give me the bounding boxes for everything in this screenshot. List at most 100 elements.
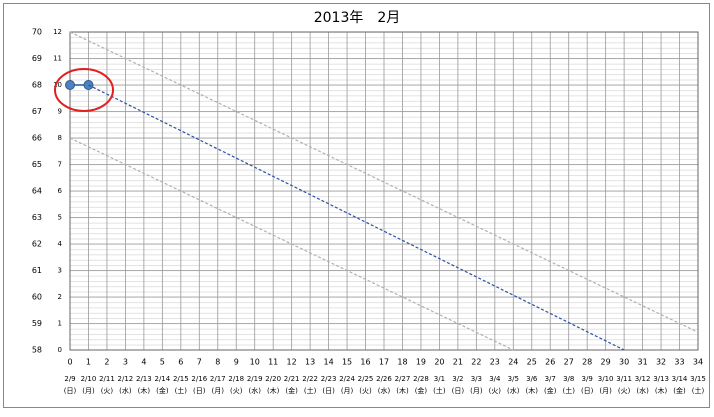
y2-tick-label: 2 [58, 293, 62, 301]
x-tick-label: 24 [508, 358, 518, 367]
date-label: 3/14 [672, 375, 688, 383]
date-label: 2/27 [395, 375, 411, 383]
date-label: 2/20 [265, 375, 281, 383]
date-label: 3/8 [563, 375, 574, 383]
x-tick-label: 29 [601, 358, 611, 367]
x-tick-label: 9 [234, 358, 239, 367]
weekday-label: (土) [175, 386, 188, 395]
x-tick-label: 33 [674, 358, 684, 367]
weekday-label: (金) [415, 386, 428, 395]
y2-tick-label: 3 [58, 267, 62, 275]
date-label: 3/12 [635, 375, 651, 383]
x-tick-label: 11 [268, 358, 278, 367]
y-tick-label: 58 [32, 346, 42, 355]
x-tick-label: 20 [434, 358, 444, 367]
weekday-label: (日) [193, 387, 206, 395]
y-tick-label: 68 [32, 81, 42, 90]
date-label: 3/7 [545, 375, 556, 383]
date-label: 2/24 [339, 375, 355, 383]
y-tick-label: 67 [32, 107, 42, 116]
y2-tick-label: 5 [58, 214, 62, 222]
date-label: 2/18 [228, 375, 244, 383]
y-tick-label: 60 [32, 293, 42, 302]
weekday-label: (火) [489, 387, 502, 395]
weekday-label: (月) [82, 387, 95, 395]
date-label: 3/9 [582, 375, 593, 383]
weekday-label: (火) [618, 387, 631, 395]
x-tick-label: 14 [323, 358, 333, 367]
x-tick-label: 15 [342, 358, 352, 367]
y2-tick-label: 9 [58, 108, 62, 116]
x-tick-label: 1 [86, 358, 91, 367]
y2-tick-label: 0 [58, 346, 62, 354]
x-tick-label: 13 [305, 358, 315, 367]
weekday-label: (月) [470, 387, 483, 395]
series-line [69, 31, 699, 333]
date-label: 3/1 [434, 375, 445, 383]
x-tick-label: 6 [178, 358, 183, 367]
x-tick-label: 4 [141, 358, 146, 367]
date-label: 3/13 [653, 375, 669, 383]
x-tick-label: 7 [197, 358, 202, 367]
weekday-label: (金) [285, 386, 298, 395]
weekday-label: (木) [526, 386, 539, 395]
weekday-label: (水) [119, 386, 132, 395]
x-tick-label: 27 [564, 358, 574, 367]
x-tick-label: 25 [527, 358, 537, 367]
date-label: 3/15 [690, 375, 706, 383]
date-label: 2/21 [284, 375, 300, 383]
x-tick-label: 34 [693, 358, 703, 367]
y2-tick-label: 10 [53, 81, 62, 89]
weekday-label: (木) [396, 386, 409, 395]
weekday-label: (日) [64, 387, 77, 395]
x-tick-label: 16 [360, 358, 370, 367]
date-label: 2/9 [64, 375, 75, 383]
weekday-label: (日) [322, 387, 335, 395]
y-tick-label: 63 [32, 213, 42, 222]
series-line [69, 137, 514, 351]
weekday-label: (火) [230, 387, 243, 395]
weekday-label: (水) [248, 386, 261, 395]
x-tick-label: 22 [471, 358, 481, 367]
weekday-label: (木) [138, 386, 151, 395]
date-label: 3/3 [471, 375, 482, 383]
weekday-label: (土) [562, 386, 575, 395]
weekday-label: (月) [599, 387, 612, 395]
date-label: 2/26 [376, 375, 392, 383]
weekday-label: (木) [655, 386, 668, 395]
x-tick-label: 28 [582, 358, 592, 367]
date-label: 2/11 [99, 375, 115, 383]
weekday-label: (月) [341, 387, 354, 395]
date-label: 3/10 [598, 375, 614, 383]
y-tick-label: 65 [32, 160, 42, 169]
y2-tick-label: 6 [58, 187, 63, 195]
weekday-label: (土) [304, 386, 317, 395]
y-tick-label: 59 [32, 319, 42, 328]
x-tick-label: 30 [619, 358, 629, 367]
weekday-label: (日) [452, 387, 465, 395]
data-point [65, 80, 75, 90]
x-tick-label: 5 [160, 358, 165, 367]
x-tick-label: 8 [215, 358, 220, 367]
weekday-label: (金) [673, 386, 686, 395]
y2-tick-label: 4 [58, 240, 63, 248]
weekday-label: (土) [692, 386, 705, 395]
date-label: 2/19 [247, 375, 263, 383]
date-label: 3/4 [489, 375, 501, 383]
y2-tick-label: 11 [53, 55, 62, 63]
date-label: 3/6 [526, 375, 538, 383]
x-tick-label: 2 [104, 358, 109, 367]
date-label: 3/5 [508, 375, 519, 383]
date-label: 2/23 [321, 375, 337, 383]
weekday-label: (水) [507, 386, 520, 395]
y2-tick-label: 12 [53, 28, 62, 36]
x-tick-label: 10 [250, 358, 260, 367]
weekday-label: (水) [636, 386, 649, 395]
weekday-label: (月) [212, 387, 225, 395]
chart-title: 2013年 2月 [314, 10, 401, 26]
date-label: 2/13 [136, 375, 152, 383]
y2-tick-label: 7 [58, 161, 62, 169]
x-tick-label: 19 [416, 358, 426, 367]
weekday-label: (土) [433, 386, 446, 395]
